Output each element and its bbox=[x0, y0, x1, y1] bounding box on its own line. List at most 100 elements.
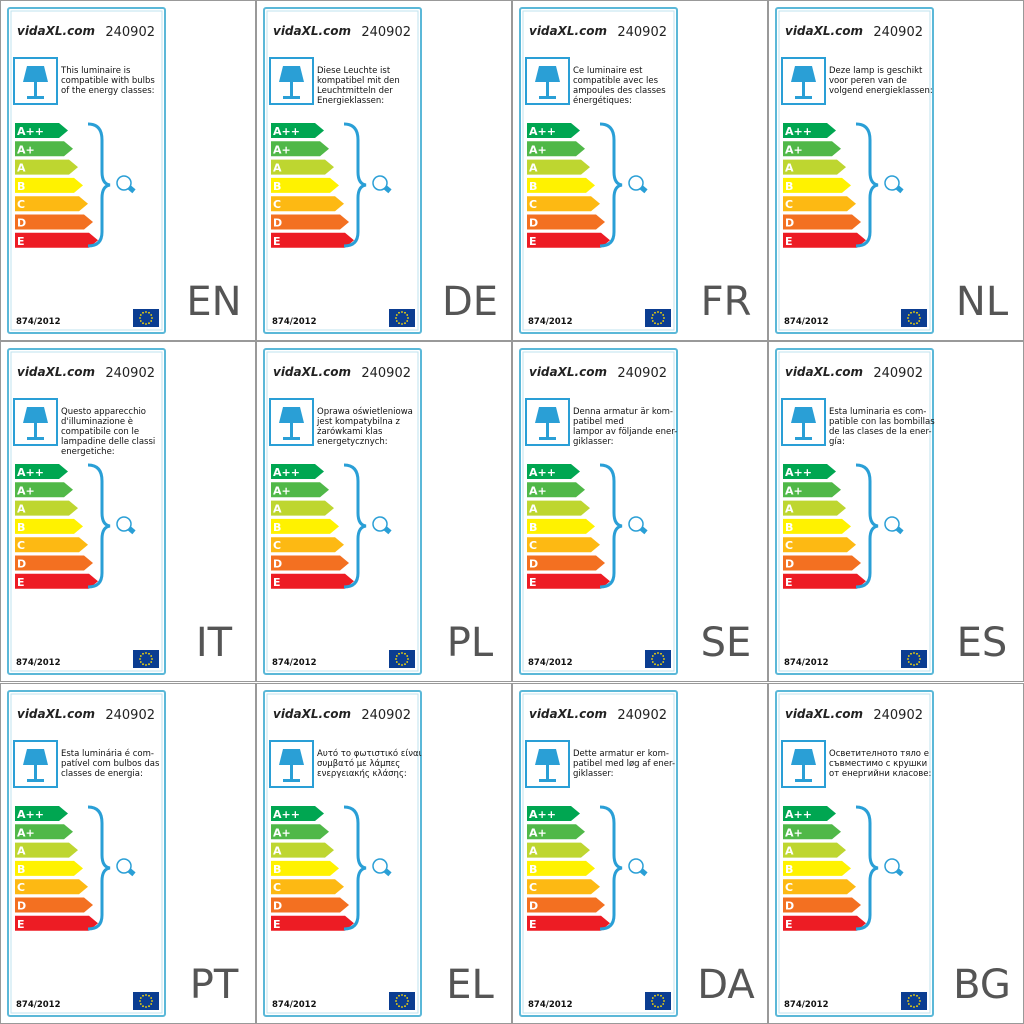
eu-star bbox=[918, 661, 921, 663]
description-line: Diese Leuchte ist bbox=[317, 66, 391, 76]
energy-arrow bbox=[783, 897, 861, 913]
energy-arrow bbox=[271, 159, 334, 175]
card-inner bbox=[522, 693, 675, 1014]
brand-logo: vidaXL.com bbox=[17, 24, 95, 38]
energy-arrow bbox=[271, 806, 324, 821]
eu-star bbox=[907, 661, 910, 663]
eu-star bbox=[145, 323, 147, 325]
eu-star bbox=[651, 661, 654, 663]
eu-star bbox=[657, 652, 659, 654]
energy-class-label: D bbox=[529, 217, 538, 230]
card-inner bbox=[266, 351, 419, 672]
energy-class-label: A++ bbox=[529, 466, 556, 479]
eu-star bbox=[662, 314, 665, 316]
cell-border bbox=[512, 341, 768, 682]
energy-class-label: C bbox=[785, 198, 793, 211]
brand-logo: vidaXL.com bbox=[529, 365, 607, 379]
description-line: patível com bulbos das bbox=[61, 759, 160, 769]
description-line: patible con las bombillas bbox=[829, 417, 935, 427]
eu-star bbox=[395, 314, 398, 316]
regulation: 874/2012 bbox=[16, 1000, 61, 1010]
eu-star bbox=[651, 320, 654, 322]
description-line: Oprawa oświetleniowa bbox=[317, 406, 413, 417]
card-inner bbox=[778, 10, 931, 331]
eu-star bbox=[139, 1003, 142, 1005]
description-line: ενεργειακής κλάσης: bbox=[317, 769, 407, 779]
eu-star bbox=[406, 320, 409, 322]
panel: vidaXL.com 240902 Diese Leuchte istkompati… bbox=[256, 0, 512, 341]
energy-class-label: C bbox=[785, 881, 793, 894]
eu-flag bbox=[133, 309, 159, 327]
description-line: patibel med løg af ener- bbox=[573, 759, 675, 769]
eu-star bbox=[907, 655, 910, 657]
energy-arrow bbox=[783, 196, 856, 212]
regulation: 874/2012 bbox=[528, 1000, 573, 1010]
product-code: 240902 bbox=[105, 708, 155, 723]
brace bbox=[343, 805, 367, 931]
energy-class-label: E bbox=[785, 576, 793, 589]
energy-arrow bbox=[527, 537, 600, 553]
eu-star bbox=[910, 994, 912, 997]
eu-star bbox=[395, 655, 398, 657]
description-line: lampadine delle classi bbox=[61, 437, 155, 447]
energy-arrow bbox=[527, 141, 585, 157]
energy-arrow bbox=[271, 123, 324, 138]
energy-arrow bbox=[15, 518, 83, 534]
eu-star bbox=[142, 311, 144, 314]
energy-class-label: A+ bbox=[785, 484, 803, 497]
description-line: żarówkami klas bbox=[317, 426, 383, 437]
eu-star bbox=[145, 311, 147, 313]
eu-star bbox=[919, 1000, 921, 1002]
description-line: Esta luminaria es com- bbox=[829, 407, 926, 417]
energy-class-label: A bbox=[785, 162, 794, 175]
panel: vidaXL.com 240902 This luminaire iscompati… bbox=[0, 0, 256, 341]
eu-star bbox=[916, 663, 918, 666]
energy-class-label: D bbox=[273, 900, 282, 913]
energy-class-label: A+ bbox=[273, 826, 291, 839]
lamp-icon bbox=[279, 66, 304, 99]
eu-star bbox=[142, 1005, 144, 1008]
energy-class-label: E bbox=[273, 576, 281, 589]
energy-arrow bbox=[783, 915, 866, 931]
bulb-icon bbox=[628, 858, 644, 874]
energy-arrow bbox=[271, 824, 329, 840]
energy-arrow bbox=[271, 842, 334, 858]
eu-flag bbox=[901, 650, 927, 668]
eu-star bbox=[907, 658, 909, 660]
eu-star bbox=[916, 994, 918, 997]
eu-star bbox=[916, 322, 918, 325]
energy-class-label: E bbox=[273, 235, 281, 248]
eu-star bbox=[406, 997, 409, 999]
eu-star bbox=[395, 997, 398, 999]
energy-class-label: B bbox=[273, 180, 281, 193]
energy-arrow bbox=[783, 537, 856, 553]
energy-arrow bbox=[527, 555, 605, 571]
energy-arrow bbox=[15, 464, 68, 479]
eu-star bbox=[401, 311, 403, 313]
eu-star bbox=[662, 661, 665, 663]
eu-star bbox=[919, 317, 921, 319]
energy-arrow bbox=[783, 464, 836, 479]
eu-star bbox=[395, 320, 398, 322]
energy-arrow bbox=[527, 824, 585, 840]
energy-class-label: A+ bbox=[17, 143, 35, 156]
brace bbox=[855, 805, 879, 931]
bulb-icon bbox=[372, 175, 388, 191]
eu-star bbox=[151, 1000, 153, 1002]
energy-class-label: B bbox=[785, 521, 793, 534]
description-line: Denna armatur är kom- bbox=[573, 407, 673, 417]
description-line: от енергийни класове: bbox=[829, 769, 931, 779]
energy-arrow bbox=[271, 464, 324, 479]
energy-class-label: A bbox=[17, 503, 26, 516]
description-line: συμβατό με λάμπες bbox=[317, 758, 400, 769]
language-code: DE bbox=[442, 279, 498, 325]
eu-star bbox=[910, 322, 912, 325]
eu-star bbox=[913, 664, 915, 666]
eu-star bbox=[651, 1003, 654, 1005]
energy-arrow bbox=[15, 159, 78, 175]
brand-logo: vidaXL.com bbox=[785, 365, 863, 379]
lamp-icon bbox=[791, 66, 816, 99]
eu-star bbox=[907, 1003, 910, 1005]
energy-arrow bbox=[527, 177, 595, 193]
